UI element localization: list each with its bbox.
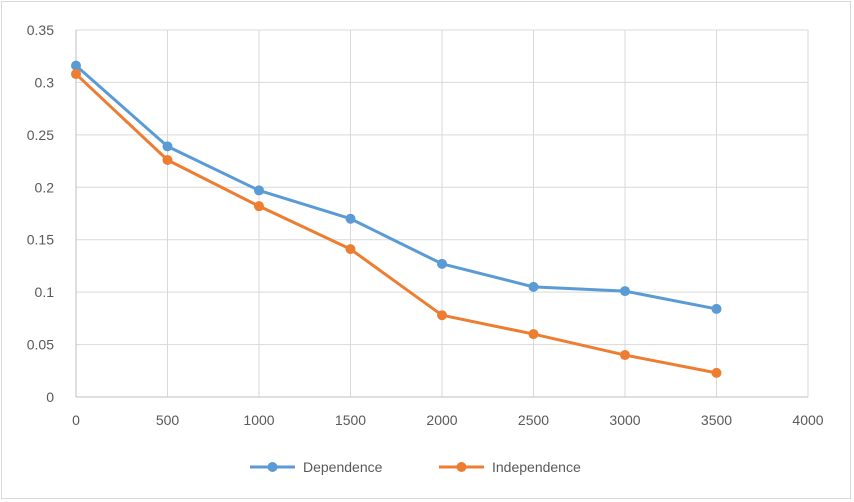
data-point-dependence-6: [620, 286, 630, 297]
legend-label-independence: Independence: [492, 459, 581, 475]
data-point-independence-4: [437, 310, 447, 321]
series-line-independence: [74, 72, 718, 375]
x-tick-label-0: 0: [72, 412, 80, 428]
x-tick-label-7: 3500: [701, 412, 732, 428]
series-independence: [71, 69, 722, 378]
y-tick-label-6: 0.3: [35, 74, 55, 90]
data-point-dependence-3: [345, 213, 356, 224]
data-point-dependence-4: [437, 258, 447, 269]
data-point-dependence-0: [71, 60, 81, 71]
y-tick-label-4: 0.2: [35, 179, 55, 195]
data-point-dependence-7: [711, 303, 722, 314]
legend-item-dependence: Dependence: [250, 459, 383, 475]
data-point-independence-6: [620, 350, 630, 361]
data-point-dependence-2: [254, 185, 264, 196]
x-tick-label-8: 4000: [792, 412, 823, 428]
x-tick-label-5: 2500: [518, 412, 549, 428]
data-point-independence-0: [71, 69, 81, 80]
series-line-dependence: [74, 64, 718, 311]
grid-layer: [76, 29, 809, 397]
axis-layer: [75, 30, 808, 398]
data-point-independence-5: [528, 329, 539, 340]
data-point-dependence-1: [162, 141, 173, 152]
x-tick-label-4: 2000: [426, 412, 457, 428]
legend-item-independence: Independence: [439, 459, 581, 475]
data-point-independence-7: [711, 367, 722, 378]
x-tick-label-1: 500: [156, 412, 180, 428]
y-tick-label-3: 0.15: [27, 232, 54, 248]
y-tick-label-5: 0.25: [27, 127, 54, 143]
legend: Dependence Independence: [250, 459, 581, 475]
series-dependence: [71, 60, 722, 314]
y-tick-label-2: 0.1: [35, 284, 55, 300]
x-tick-label-3: 1500: [335, 412, 366, 428]
legend-marker-dependence: [267, 462, 278, 472]
data-point-independence-1: [162, 155, 173, 166]
x-tick-label-2: 1000: [243, 412, 274, 428]
data-point-independence-3: [345, 244, 356, 255]
series-layer: [71, 60, 722, 378]
data-point-dependence-5: [528, 281, 539, 292]
x-tick-label-6: 3000: [609, 412, 640, 428]
y-tick-label-1: 0.05: [27, 337, 54, 353]
legend-marker-independence: [456, 462, 467, 472]
tick-labels: 0 0.05 0.1 0.15 0.2 0.25 0.3 0.35 0 500 1000 1500 20…: [27, 22, 824, 428]
data-point-independence-2: [254, 201, 264, 212]
y-tick-label-0: 0: [46, 389, 54, 405]
legend-label-dependence: Dependence: [303, 459, 383, 475]
y-tick-label-7: 0.35: [27, 22, 54, 38]
